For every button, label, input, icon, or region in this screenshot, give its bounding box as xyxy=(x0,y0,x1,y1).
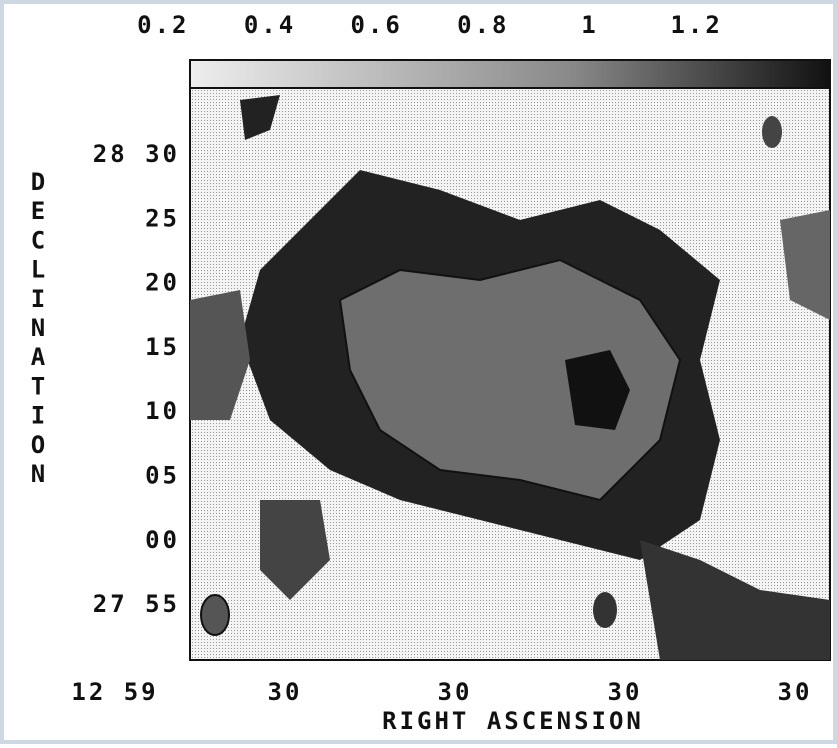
y-axis-label-letter: C xyxy=(31,226,45,254)
y-tick-label: 28 30 xyxy=(93,140,180,168)
y-axis-label-letter: I xyxy=(31,402,45,430)
y-tick-label: 10 xyxy=(145,397,180,425)
colorbar-tick-label: 1.2 xyxy=(670,11,722,39)
y-axis-label-letter: L xyxy=(31,256,45,284)
y-axis-label-letter: E xyxy=(31,197,45,225)
y-axis-label-letter: N xyxy=(31,314,45,342)
x-tick-label: 12 59 xyxy=(71,678,158,706)
y-tick-label: 05 xyxy=(145,462,180,490)
y-tick-label: 25 xyxy=(145,204,180,232)
y-axis-label-letter: T xyxy=(31,372,45,400)
y-axis-label-letter: O xyxy=(31,431,45,459)
y-tick-label: 00 xyxy=(145,526,180,554)
colorbar-tick-label: 0.8 xyxy=(457,11,509,39)
x-tick-label: 30 xyxy=(268,678,303,706)
y-axis-label-letter: A xyxy=(31,343,46,371)
x-tick-label: 30 xyxy=(438,678,473,706)
colorbar-tick-label: 0.2 xyxy=(137,11,189,39)
colorbar-tick-label: 1 xyxy=(581,11,598,39)
x-axis-label: RIGHT ASCENSION xyxy=(382,707,644,735)
y-tick-label: 20 xyxy=(145,269,180,297)
map-image xyxy=(189,87,831,661)
y-tick-label: 27 55 xyxy=(93,590,180,618)
x-tick-label: 30 xyxy=(778,678,813,706)
colorbar-tick-label: 0.4 xyxy=(244,11,296,39)
colorbar-tick-label: 0.6 xyxy=(350,11,402,39)
y-axis-label-letter: D xyxy=(31,168,45,196)
y-tick-label: 15 xyxy=(145,333,180,361)
y-axis-label-letter: I xyxy=(31,285,45,313)
colorbar xyxy=(189,59,831,89)
y-axis-label-letter: N xyxy=(31,460,45,488)
x-tick-label: 30 xyxy=(608,678,643,706)
